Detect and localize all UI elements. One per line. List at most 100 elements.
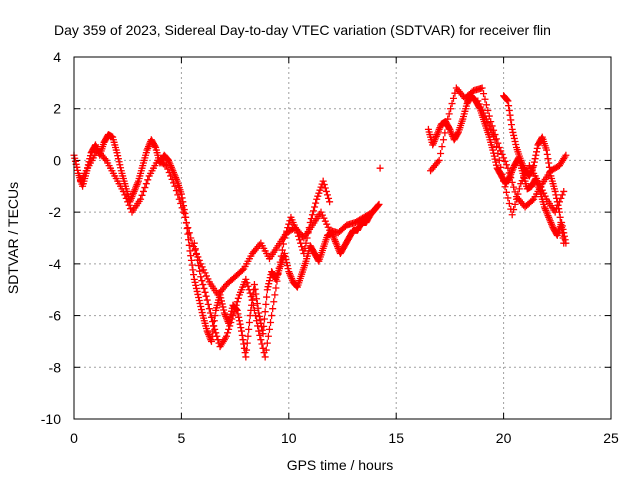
data-point — [200, 266, 208, 274]
data-point — [119, 187, 127, 195]
data-point — [301, 244, 309, 252]
data-point — [260, 315, 268, 323]
data-point — [240, 340, 248, 348]
data-point — [447, 105, 455, 113]
data-point — [296, 236, 304, 244]
data-point — [177, 200, 185, 208]
data-point — [184, 224, 192, 232]
data-point — [73, 163, 81, 171]
data-point — [505, 200, 513, 208]
data-point — [282, 231, 290, 239]
data-point — [284, 265, 292, 273]
data-point — [321, 217, 329, 225]
data-point — [124, 198, 132, 206]
data-point — [558, 224, 566, 232]
data-point — [478, 106, 486, 114]
data-point — [151, 142, 159, 150]
data-point — [114, 152, 122, 160]
data-point — [278, 246, 286, 254]
data-point — [202, 292, 210, 300]
data-point — [242, 353, 250, 361]
data-point — [238, 266, 246, 274]
data-point — [122, 194, 130, 202]
data-point — [441, 129, 449, 137]
data-point — [315, 189, 323, 197]
data-point — [138, 191, 146, 199]
data-point — [218, 300, 226, 308]
data-point — [270, 298, 278, 306]
data-point — [211, 325, 219, 333]
data-point — [252, 312, 260, 320]
data-point — [533, 148, 541, 156]
data-point — [248, 296, 256, 304]
data-point — [197, 273, 205, 281]
data-point — [308, 211, 316, 219]
data-point — [170, 179, 178, 187]
data-point — [201, 288, 209, 296]
y-tick-label: 4 — [53, 49, 61, 65]
data-point — [480, 109, 488, 117]
data-point — [272, 284, 280, 292]
data-point — [445, 110, 453, 118]
data-point — [319, 177, 327, 185]
data-point — [214, 336, 222, 344]
data-point — [227, 318, 235, 326]
data-point — [228, 315, 236, 323]
data-point — [543, 150, 551, 158]
data-point — [254, 304, 262, 312]
data-point — [245, 325, 253, 333]
data-point — [376, 164, 384, 172]
data-point — [545, 159, 553, 167]
data-point — [449, 94, 457, 102]
data-point — [553, 198, 561, 206]
data-point — [263, 339, 271, 347]
data-point — [186, 247, 194, 255]
data-point — [259, 344, 267, 352]
data-point — [184, 230, 192, 238]
data-point — [510, 134, 518, 142]
data-point — [234, 294, 242, 302]
data-point — [139, 187, 147, 195]
data-point — [238, 327, 246, 335]
data-point — [507, 116, 515, 124]
data-point — [277, 252, 285, 260]
data-point — [293, 229, 301, 237]
data-point — [212, 329, 220, 337]
data-point — [244, 332, 252, 340]
data-point — [283, 262, 291, 270]
y-axis-label: SDTVAR / TECUs — [5, 182, 21, 294]
data-point — [442, 122, 450, 130]
data-point — [245, 318, 253, 326]
data-point — [495, 156, 503, 164]
data-point — [282, 256, 290, 264]
data-point — [480, 90, 488, 98]
data-point — [444, 115, 452, 123]
data-point — [302, 239, 310, 247]
data-point — [553, 194, 561, 202]
data-point — [502, 161, 510, 169]
data-point — [261, 308, 269, 316]
plot-frame — [73, 56, 612, 420]
data-point — [188, 261, 196, 269]
data-point — [260, 322, 268, 330]
data-point — [187, 256, 195, 264]
data-point — [194, 256, 202, 264]
data-point — [448, 100, 456, 108]
data-point — [502, 188, 510, 196]
data-point — [494, 150, 502, 158]
data-point — [226, 322, 234, 330]
data-point — [510, 183, 518, 191]
data-point — [491, 136, 499, 144]
data-point — [500, 177, 508, 185]
data-point — [560, 239, 568, 247]
data-point — [255, 327, 263, 335]
data-point — [116, 161, 124, 169]
data-point — [276, 258, 284, 266]
data-point — [303, 234, 311, 242]
data-point — [219, 303, 227, 311]
y-tick-labels: -10 -8 -6 -4 -2 0 2 4 — [41, 49, 61, 427]
data-point — [165, 168, 173, 176]
data-point — [178, 204, 186, 212]
data-point — [231, 305, 239, 313]
x-tick-labels: 0 5 10 15 20 25 — [70, 430, 619, 446]
